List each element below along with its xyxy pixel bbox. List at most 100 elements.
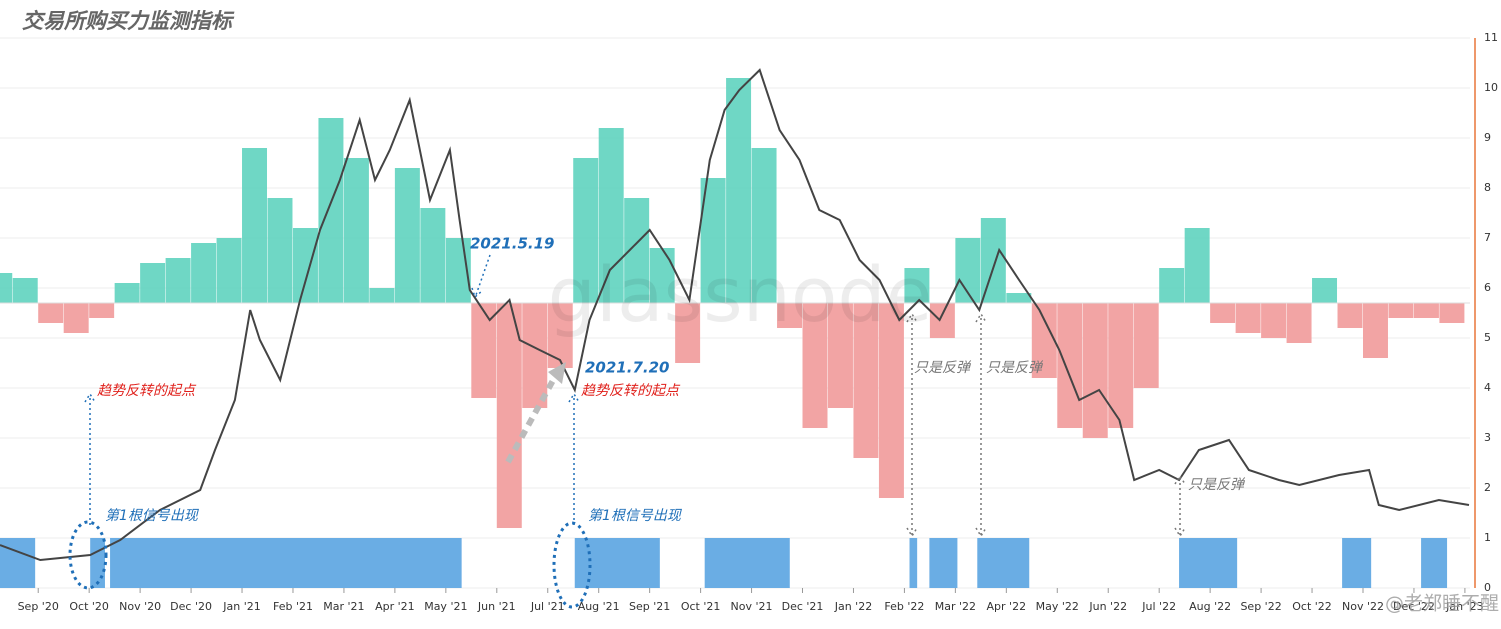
x-tick-label: Jun '21	[477, 600, 516, 613]
oscillator-bar	[777, 303, 803, 328]
oscillator-bar	[1235, 303, 1261, 333]
chart-title: 交易所购买力监测指标	[22, 9, 235, 33]
x-tick-label: Nov '21	[731, 600, 773, 613]
oscillator-bar	[1413, 303, 1439, 318]
oscillator-bar	[1439, 303, 1465, 323]
oscillator-bar	[1184, 228, 1210, 303]
annotation: 第1根信号出现	[588, 508, 683, 524]
annotation: 趋势反转的起点	[97, 383, 197, 399]
oscillator-bar	[1312, 278, 1338, 303]
oscillator-bar	[38, 303, 64, 323]
oscillator-bar	[0, 273, 13, 303]
oscillator-bar	[191, 243, 217, 303]
x-tick-label: Dec '20	[170, 600, 212, 613]
x-tick-label: Feb '21	[273, 600, 313, 613]
oscillator-bar	[1337, 303, 1363, 328]
oscillator-bar	[522, 303, 548, 408]
oscillator-bar	[1108, 303, 1134, 428]
oscillator-bar	[675, 303, 701, 363]
signal-bar	[977, 538, 1030, 588]
trend-arrow-head	[548, 362, 566, 384]
y-tick-label: 7	[1484, 231, 1491, 244]
oscillator-bar	[904, 268, 930, 303]
y-tick-label: 5	[1484, 331, 1491, 344]
annotation: 只是反弹	[986, 360, 1044, 376]
x-tick-label: Sep '20	[18, 600, 59, 613]
watermark: glassnode	[548, 250, 933, 339]
annotation: 只是反弹	[1188, 477, 1246, 493]
oscillator-bar	[1388, 303, 1414, 318]
y-tick-label: 4	[1484, 381, 1491, 394]
x-tick-label: Sep '21	[629, 600, 670, 613]
x-tick-label: Oct '20	[69, 600, 109, 613]
signal-bar	[1421, 538, 1448, 588]
y-tick-label: 3	[1484, 431, 1491, 444]
oscillator-bar	[1057, 303, 1083, 428]
x-tick-label: Nov '20	[119, 600, 161, 613]
x-tick-label: Nov '22	[1342, 600, 1384, 613]
rebound-arrows	[906, 312, 1186, 538]
signal-bar	[0, 538, 36, 588]
annotation: 趋势反转的起点	[581, 383, 681, 399]
oscillator-bar	[114, 283, 140, 303]
y-tick-label: 9	[1484, 131, 1491, 144]
x-tick-label: Jan '23	[1445, 600, 1483, 613]
oscillator-bar	[292, 228, 318, 303]
x-tick-label: May '21	[424, 600, 467, 613]
oscillator-bar	[165, 258, 191, 303]
oscillator-bar	[1286, 303, 1312, 343]
oscillator-bar	[1159, 268, 1185, 303]
x-tick-label: Jul '22	[1141, 600, 1176, 613]
oscillator-bar	[216, 238, 242, 303]
signal-bar	[909, 538, 918, 588]
y-tick-label: 0	[1484, 581, 1491, 594]
arrows	[84, 254, 580, 525]
x-tick-label: Jul '21	[530, 600, 565, 613]
x-tick-label: Feb '22	[884, 600, 924, 613]
x-tick-label: Apr '22	[987, 600, 1027, 613]
oscillator-bar	[12, 278, 38, 303]
signal-bar	[704, 538, 790, 588]
x-tick-label: Mar '21	[323, 600, 364, 613]
y-tick-label: 11	[1484, 31, 1498, 44]
oscillator-bar	[802, 303, 828, 428]
x-tick-label: Oct '22	[1292, 600, 1332, 613]
x-tick-label: Dec '21	[782, 600, 824, 613]
y-tick-label: 10	[1484, 81, 1498, 94]
oscillator-bar	[980, 218, 1006, 303]
credit: @老郑睡不醒	[1385, 593, 1499, 615]
oscillator-bar	[63, 303, 89, 333]
oscillator-bar	[1133, 303, 1159, 388]
oscillator-bar	[827, 303, 853, 408]
x-tick-label: Dec '22	[1393, 600, 1435, 613]
oscillator-bar	[1006, 293, 1032, 303]
x-tick-label: May '22	[1036, 600, 1079, 613]
x-tick-label: Jun '22	[1088, 600, 1127, 613]
highlight-ellipse	[552, 521, 592, 609]
x-tick-label: Aug '22	[1189, 600, 1231, 613]
oscillator-bar	[878, 303, 904, 498]
y-tick-label: 8	[1484, 181, 1491, 194]
x-tick-label: Jan '21	[222, 600, 260, 613]
oscillator-bar	[89, 303, 115, 318]
annotation: 第1根信号出现	[105, 508, 200, 524]
x-tick-label: Jan '22	[834, 600, 872, 613]
oscillator-bar	[369, 288, 395, 303]
oscillator-bar	[420, 208, 446, 303]
oscillator-bar	[726, 78, 752, 303]
x-tick-label: Sep '22	[1240, 600, 1281, 613]
oscillator-bar	[394, 168, 420, 303]
y-tick-label: 6	[1484, 281, 1491, 294]
price-line	[0, 68, 1470, 562]
x-tick-label: Aug '21	[578, 600, 620, 613]
oscillator-bar	[496, 303, 522, 528]
oscillator-bar	[751, 148, 777, 303]
y-tick-label: 1	[1484, 531, 1491, 544]
oscillator-bar	[547, 303, 573, 368]
x-tick-label: Apr '21	[375, 600, 415, 613]
oscillator-bar	[140, 263, 166, 303]
signal-bar	[90, 538, 105, 588]
signal-bar	[1179, 538, 1238, 588]
